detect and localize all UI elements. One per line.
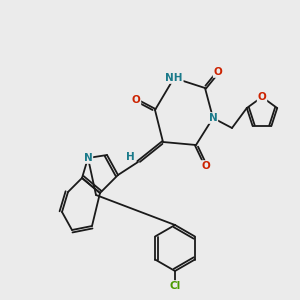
- Text: H: H: [126, 152, 134, 162]
- Text: O: O: [258, 92, 266, 102]
- Text: O: O: [202, 161, 210, 171]
- Text: N: N: [84, 153, 92, 163]
- Text: N: N: [208, 113, 217, 123]
- Text: Cl: Cl: [169, 281, 181, 291]
- Text: NH: NH: [165, 73, 183, 83]
- Text: O: O: [132, 95, 140, 105]
- Text: O: O: [214, 67, 222, 77]
